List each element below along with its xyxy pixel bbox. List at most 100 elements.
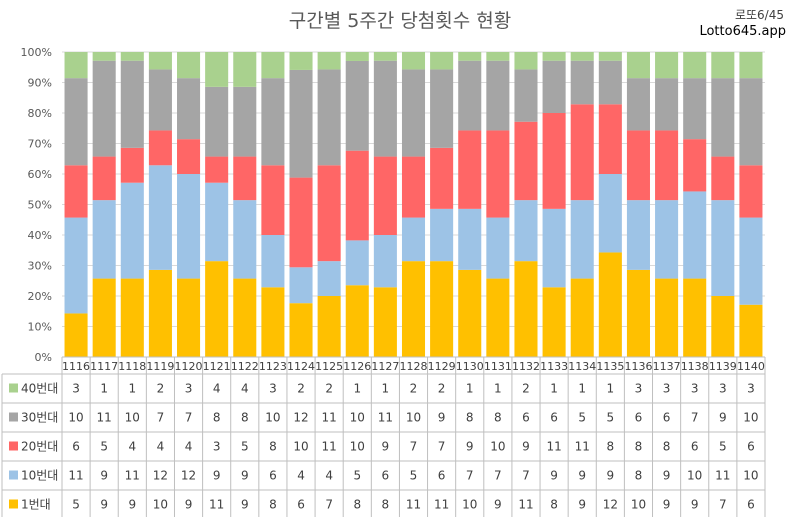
table-value: 3 (635, 382, 643, 396)
table-value: 2 (325, 382, 333, 396)
table-value: 5 (410, 469, 418, 483)
bar-segment (570, 104, 594, 201)
bar-segment (177, 78, 201, 140)
brand-lotto-label: 로또6/45 (734, 8, 784, 22)
table-value: 8 (382, 498, 390, 512)
table-value: 4 (325, 469, 333, 483)
bar-segment (458, 269, 482, 357)
table-value: 3 (185, 382, 193, 396)
legend-label: 10번대 (21, 469, 58, 483)
bar-segment (711, 52, 735, 79)
table-value: 4 (213, 382, 221, 396)
bar-segment (289, 267, 313, 304)
table-value: 5 (607, 411, 615, 425)
table-value: 10 (687, 469, 702, 483)
legend-swatch (9, 441, 18, 451)
table-value: 8 (269, 498, 277, 512)
table-value: 7 (157, 411, 165, 425)
table-value: 7 (410, 440, 418, 454)
table-value: 2 (297, 382, 305, 396)
x-category-label: 1119 (146, 360, 174, 373)
table-value: 2 (157, 382, 165, 396)
bar-segment (289, 303, 313, 357)
bar-segment (626, 130, 650, 201)
bar-segment (261, 165, 285, 235)
bar-segment (570, 52, 594, 61)
table-value: 5 (100, 440, 108, 454)
chart-title: 구간별 5주간 당첨횟수 현황 (288, 10, 512, 32)
bar-segment (514, 121, 538, 201)
table-value: 3 (213, 440, 221, 454)
table-value: 10 (350, 411, 365, 425)
bar-segment (401, 69, 426, 157)
table-value: 11 (68, 469, 83, 483)
y-tick-label: 100% (21, 46, 52, 59)
legend-swatch (9, 499, 18, 509)
table-value: 12 (603, 498, 618, 512)
table-value: 12 (293, 411, 308, 425)
table-value: 10 (406, 411, 421, 425)
table-value: 10 (743, 411, 758, 425)
table-value: 6 (747, 440, 755, 454)
table-value: 7 (719, 498, 727, 512)
table-value: 4 (185, 440, 193, 454)
bar-segment (514, 69, 538, 122)
bar-segment (598, 52, 622, 61)
table-value: 9 (213, 469, 221, 483)
table-value: 11 (715, 469, 730, 483)
table-value: 6 (663, 411, 671, 425)
bar-segment (655, 52, 679, 79)
bar-segment (92, 156, 116, 201)
table-value: 9 (382, 440, 390, 454)
legend-label: 40번대 (21, 382, 58, 396)
bar-segment (430, 261, 454, 357)
bar-segment (177, 52, 201, 79)
x-category-label: 1128 (400, 360, 428, 373)
table-value: 5 (353, 469, 361, 483)
bar-segment (542, 208, 566, 288)
x-category-label: 1124 (287, 360, 315, 373)
bar-segment (430, 52, 454, 70)
bar-segment (683, 139, 707, 192)
table-value: 9 (241, 498, 249, 512)
bar-segment (148, 165, 172, 270)
table-value: 11 (97, 411, 112, 425)
bar-segment (317, 261, 341, 296)
y-tick-label: 20% (28, 290, 52, 303)
bar-segment (514, 52, 538, 70)
bar-segment (92, 60, 116, 157)
legend-label: 30번대 (21, 411, 58, 425)
bar-segment (514, 261, 538, 357)
x-category-label: 1130 (456, 360, 484, 373)
bar-segment (598, 60, 622, 105)
table-value: 10 (293, 440, 308, 454)
bar-segment (205, 182, 229, 262)
bar-segment (205, 261, 229, 357)
table-value: 10 (350, 440, 365, 454)
table-value: 3 (719, 382, 727, 396)
bar-segment (261, 52, 285, 79)
bar-segment (233, 52, 257, 87)
table-value: 1 (578, 382, 586, 396)
table-value: 2 (522, 382, 530, 396)
bar-segment (598, 174, 622, 253)
bar-segment (289, 177, 313, 268)
brand-site-label: Lotto645.app (699, 24, 786, 39)
x-category-label: 1133 (540, 360, 568, 373)
bar-segment (711, 296, 735, 357)
table-value: 3 (663, 382, 671, 396)
bar-segment (177, 278, 201, 357)
bar-segment (177, 139, 201, 174)
table-value: 9 (578, 498, 586, 512)
bar-segment (655, 130, 679, 201)
table-value: 12 (153, 469, 168, 483)
table-value: 6 (691, 440, 699, 454)
bar-segment (626, 78, 650, 131)
table-value: 12 (181, 469, 196, 483)
table-value: 6 (297, 498, 305, 512)
bar-segment (205, 52, 229, 87)
table-value: 4 (241, 382, 249, 396)
bar-segment (64, 52, 88, 79)
bar-segment (345, 240, 369, 286)
